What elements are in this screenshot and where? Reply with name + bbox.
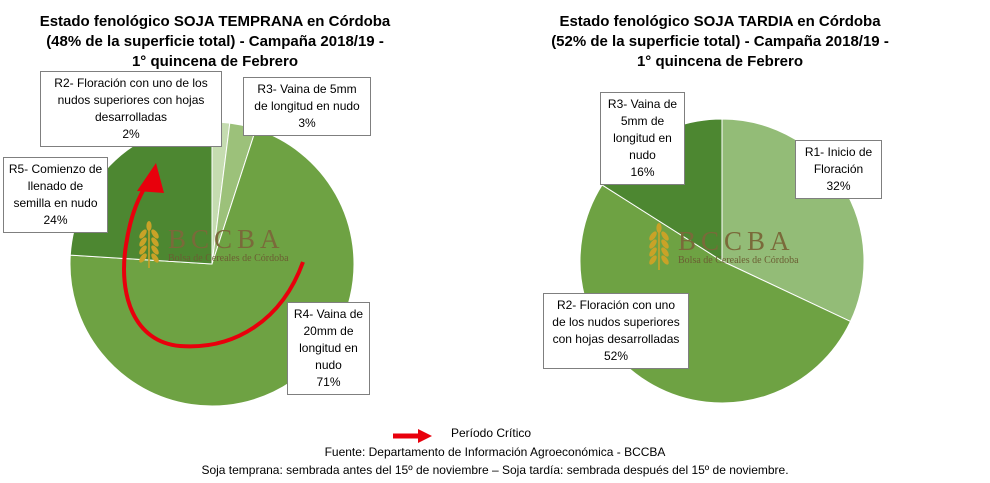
label-line: 20mm de [303,324,354,338]
label-line: llenado de [27,179,84,193]
label-line: nudo [629,148,656,162]
label-line: R2- Floración con uno de los [54,76,208,90]
label-line: desarrolladas [94,110,168,124]
label-line: de longitud en nudo [254,99,360,113]
label-line: nudo [315,358,342,372]
bccba-logo: BCCBA Bolsa de Cereales de Córdoba [646,222,799,272]
label-value: 71% [316,375,341,389]
label-line: R1- Inicio de [804,145,873,159]
sowing-note: Soja temprana: sembrada antes del 15º de… [201,463,789,477]
label-value: 16% [630,165,655,179]
critical-period-arrow [122,163,305,349]
logo-name: BCCBA [168,224,285,254]
label-line: R3- Vaina de [607,97,678,111]
logo-name: BCCBA [678,226,795,256]
label-line: Floración [813,162,864,176]
slice-label-r3-tardia: R3- Vaina de 5mm de longitud en nudo 16% [600,92,685,185]
title-line: (48% de la superficie total) - Campaña 2… [46,33,384,50]
slice-label-r4-temprana: R4- Vaina de 20mm de longitud en nudo 71… [287,302,370,395]
label-line: R4- Vaina de [293,307,364,321]
logo-subtitle: Bolsa de Cereales de Córdoba [678,255,799,266]
wheat-icon [649,223,669,270]
label-line: con hojas desarrolladas [552,332,680,346]
label-value: 2% [122,127,140,141]
title-line: 1° quincena de Febrero [636,53,804,70]
label-line: semilla en nudo [13,196,98,210]
label-line: longitud en [299,341,358,355]
title-line: Estado fenológico SOJA TEMPRANA en Córdo… [39,13,391,30]
critical-arrow-head [137,163,164,193]
label-value: 52% [603,349,629,363]
slice-label-r1-tardia: R1- Inicio de Floración 32% [795,140,882,199]
critical-arrow-curve [122,180,305,349]
slice-label-r2-tardia: R2- Floración con uno de los nudos super… [543,293,689,369]
chart-title-tardia: Estado fenológico SOJA TARDIA en Córdoba… [515,12,925,72]
label-line: longitud en [613,131,672,145]
label-value: 32% [826,179,851,193]
slice-label-r3-temprana: R3- Vaina de 5mm de longitud en nudo 3% [243,77,371,136]
wheat-icon [139,221,159,268]
label-line: R2- Floración con uno [556,298,676,312]
label-value: 3% [298,116,316,130]
legend-arrow-icon [393,429,432,443]
slice-label-r5-temprana: R5- Comienzo de llenado de semilla en nu… [3,157,108,233]
title-line: (52% de la superficie total) - Campaña 2… [551,33,889,50]
logo-subtitle: Bolsa de Cereales de Córdoba [168,253,289,264]
title-line: 1° quincena de Febrero [131,53,299,70]
label-line: 5mm de [620,114,665,128]
label-line: R5- Comienzo de [8,162,103,176]
label-line: nudos superiores con hojas [57,93,205,107]
label-line: R3- Vaina de 5mm [257,82,357,96]
label-line: de los nudos superiores [552,315,680,329]
legend-arrow-head [418,429,432,443]
label-value: 24% [43,213,68,227]
chart-title-temprana: Estado fenológico SOJA TEMPRANA en Córdo… [10,12,420,72]
legend-label: Período Crítico [451,426,532,440]
title-line: Estado fenológico SOJA TARDIA en Córdoba [559,13,881,30]
slice-label-r2-temprana: R2- Floración con uno de los nudos super… [40,71,222,147]
source-note: Fuente: Departamento de Información Agro… [324,445,666,459]
bccba-logo: BCCBA Bolsa de Cereales de Córdoba [136,220,289,270]
